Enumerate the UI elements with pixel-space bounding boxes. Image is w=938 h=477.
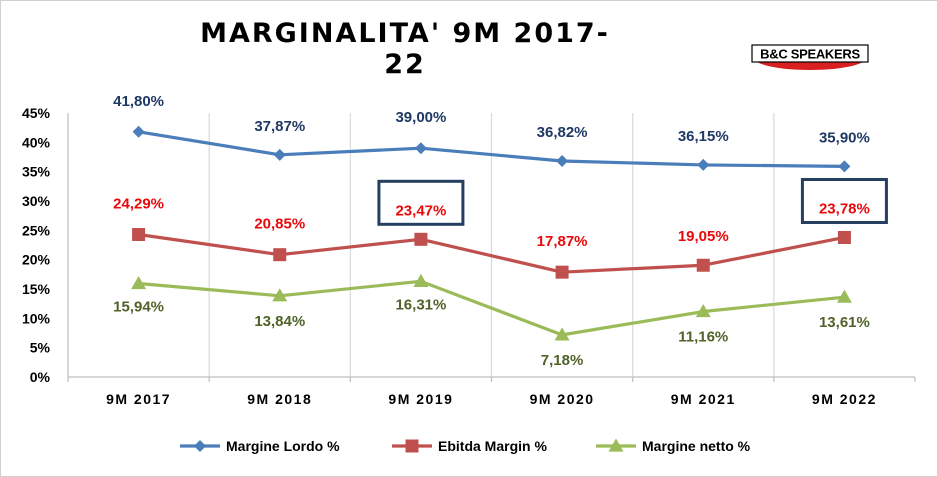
data-point-marker xyxy=(556,154,569,167)
y-tick-label: 40% xyxy=(22,134,51,150)
data-label: 23,47% xyxy=(395,202,446,219)
data-point-marker xyxy=(273,148,286,161)
data-label: 13,84% xyxy=(254,313,305,330)
x-tick-label: 9M 2021 xyxy=(671,391,736,407)
y-tick-label: 35% xyxy=(22,164,51,180)
legend-label: Ebitda Margin % xyxy=(438,438,547,454)
series-line xyxy=(138,279,845,337)
y-tick-label: 0% xyxy=(30,369,51,385)
x-tick-label: 9M 2020 xyxy=(530,391,595,407)
data-point-marker xyxy=(132,125,145,138)
data-point-marker xyxy=(132,227,146,241)
data-label: 36,15% xyxy=(678,128,729,145)
data-point-marker xyxy=(273,248,287,262)
logo-box xyxy=(751,44,869,63)
data-label: 15,94% xyxy=(113,298,164,315)
legend-item: Margine netto % xyxy=(596,438,751,454)
data-point-marker xyxy=(696,258,710,272)
highlight-box xyxy=(800,177,888,224)
y-tick-label: 30% xyxy=(22,193,51,209)
y-tick-label: 5% xyxy=(30,340,51,356)
data-label: 7,18% xyxy=(541,352,584,369)
data-label: 11,16% xyxy=(678,329,728,346)
y-tick-label: 20% xyxy=(22,252,51,268)
data-label: 17,87% xyxy=(537,233,588,250)
series-layer xyxy=(131,125,852,341)
data-label: 23,78% xyxy=(819,200,870,217)
data-point-marker xyxy=(414,142,427,155)
series-line xyxy=(138,130,845,168)
data-point-marker xyxy=(837,230,851,244)
highlight-layer xyxy=(377,177,888,226)
data-label: 41,80% xyxy=(113,93,164,110)
x-tick-label: 9M 2018 xyxy=(247,391,312,407)
data-point-marker xyxy=(836,289,852,303)
data-point-marker xyxy=(697,158,710,171)
legend-marker xyxy=(405,439,419,453)
series-margine-netto xyxy=(131,273,852,341)
data-point-marker xyxy=(272,288,288,302)
brand-logo: B&C SPEAKERS xyxy=(751,44,869,70)
x-tick-label: 9M 2017 xyxy=(106,391,171,407)
data-label: 20,85% xyxy=(254,216,305,233)
data-point-marker xyxy=(555,265,569,279)
logo-text: B&C SPEAKERS xyxy=(760,47,860,62)
data-point-marker xyxy=(554,327,570,341)
data-point-marker xyxy=(838,160,851,173)
data-label: 35,90% xyxy=(819,129,870,146)
data-point-marker xyxy=(414,232,428,246)
chart-title: MARGINALITA' 9M 2017-22 xyxy=(200,18,610,80)
data-point-marker xyxy=(131,275,147,290)
data-label: 16,31% xyxy=(395,296,446,313)
legend-item: Ebitda Margin % xyxy=(392,438,547,454)
data-label: 24,29% xyxy=(113,195,164,212)
grid-layer xyxy=(208,113,775,377)
data-label: 19,05% xyxy=(678,228,729,245)
legend-label: Margine netto % xyxy=(642,438,751,454)
legend-marker xyxy=(194,440,206,452)
x-tick-label: 9M 2022 xyxy=(812,391,877,407)
data-label: 39,00% xyxy=(395,109,446,126)
data-point-marker xyxy=(695,304,711,318)
legend-label: Margine Lordo % xyxy=(226,438,340,454)
y-tick-label: 25% xyxy=(22,222,51,238)
data-label: 13,61% xyxy=(819,314,870,331)
data-point-marker xyxy=(413,273,429,287)
data-label: 37,87% xyxy=(254,118,305,135)
highlight-box xyxy=(377,179,465,226)
y-tick-label: 10% xyxy=(22,310,51,326)
axis-layer: 0% 5% 10% 15% 20% 25% 30% 35% 40% 45% 9M 2017 9M 20… xyxy=(22,105,916,407)
legend: Margine Lordo % Ebitda Margin % Margine ne… xyxy=(180,438,751,454)
series-ebitda-margin xyxy=(132,227,851,279)
x-tick-label: 9M 2019 xyxy=(388,391,453,407)
legend-marker xyxy=(608,438,624,452)
legend-item: Margine Lordo % xyxy=(180,438,340,454)
label-layer: 41,80% 37,87% 39,00% 36,82% 36,15% 35,90% 24,2… xyxy=(113,93,870,369)
y-tick-label: 45% xyxy=(22,105,51,121)
series-margine-lordo xyxy=(132,125,851,173)
data-label: 36,82% xyxy=(537,124,588,141)
y-tick-label: 15% xyxy=(22,281,51,297)
series-line xyxy=(138,232,845,274)
